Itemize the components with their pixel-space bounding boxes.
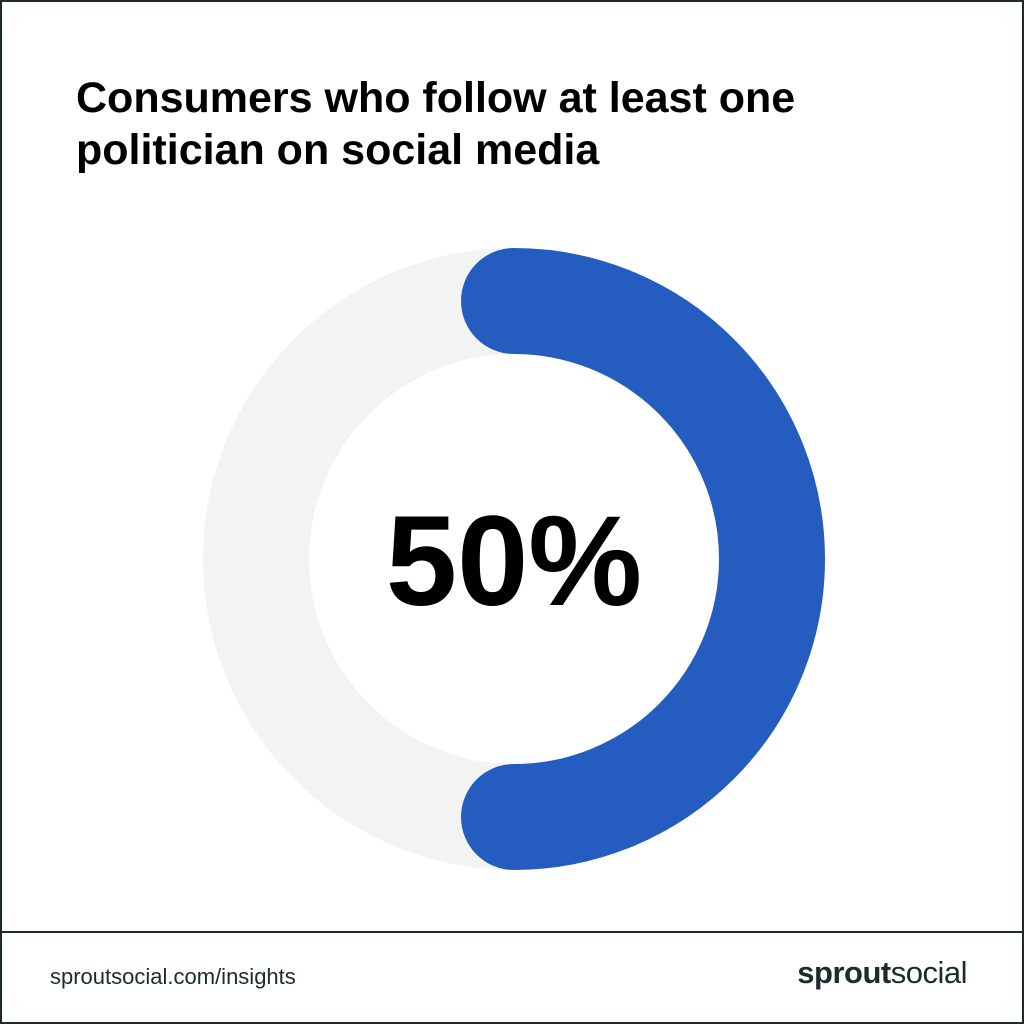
logo-text-bold: sprout: [797, 955, 891, 990]
donut-chart: 50%: [203, 248, 825, 870]
logo-text-light: social: [890, 955, 968, 990]
donut-value-arc: [461, 248, 825, 870]
footer-url: sproutsocial.com/insights: [50, 964, 296, 989]
chart-title: Consumers who follow at least one politi…: [76, 74, 796, 174]
center-percentage-label: 50%: [386, 490, 642, 633]
sproutsocial-logo: sproutsocial: [797, 955, 967, 991]
footer-divider: [2, 931, 1024, 933]
